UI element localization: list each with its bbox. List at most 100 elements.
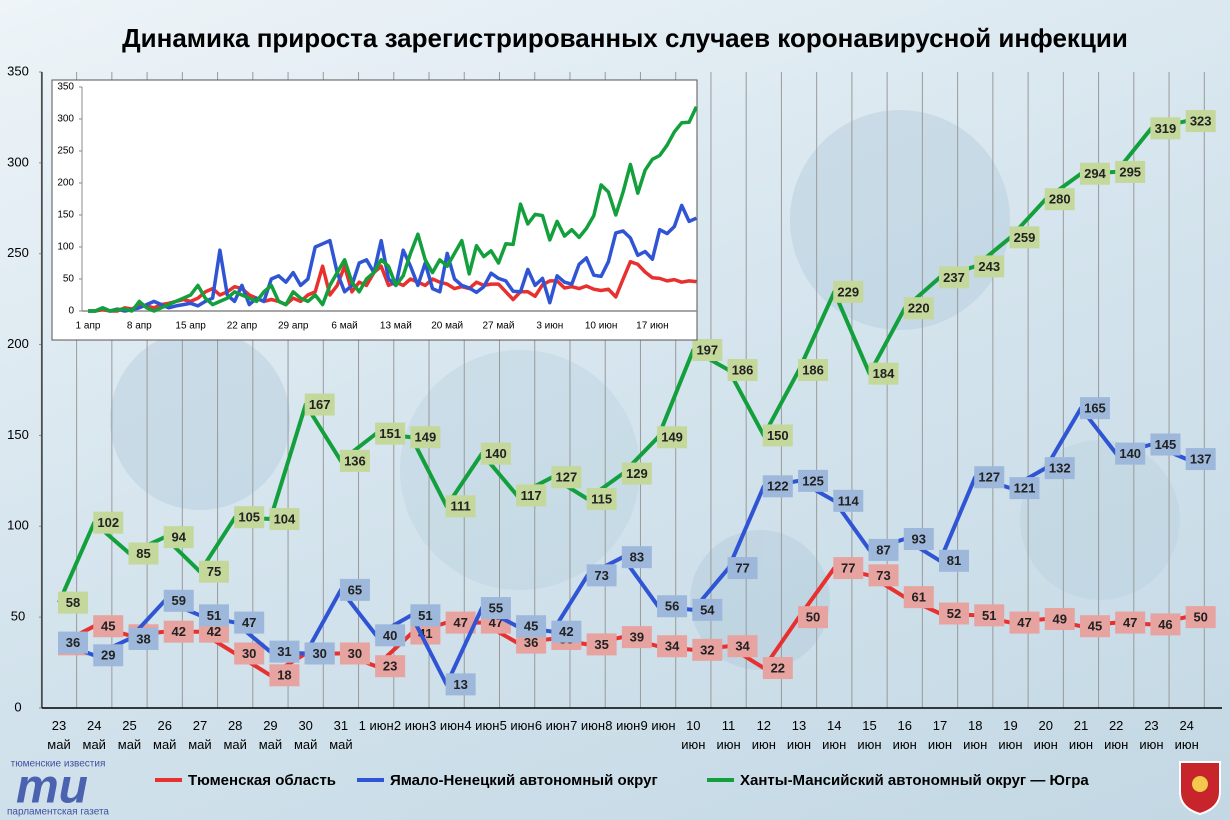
y-tick-label: 250 [7, 245, 29, 260]
data-label-box [375, 655, 406, 678]
data-label: 77 [841, 561, 855, 576]
x-tick-label: 24 май [82, 718, 106, 752]
y-tick-label: 300 [57, 114, 74, 125]
x-tick-label: 13 июн [786, 718, 812, 752]
data-label: 47 [453, 615, 467, 630]
data-label-box [657, 426, 688, 449]
data-label: 149 [415, 430, 437, 445]
inset-frame [51, 79, 698, 341]
x-tick-label: 30 май [293, 718, 318, 752]
x-tick-label: 25 май [117, 718, 142, 752]
data-label: 30 [312, 646, 326, 661]
x-tick-label: 23 май [47, 718, 71, 752]
y-tick-label: 0 [14, 699, 21, 714]
data-label: 136 [344, 453, 366, 468]
data-label: 45 [101, 619, 115, 634]
data-label: 42 [559, 624, 573, 639]
data-label: 45 [524, 619, 538, 634]
data-label: 137 [1190, 451, 1212, 466]
data-label-box [234, 506, 265, 529]
data-label-box [339, 642, 370, 665]
data-label-box [198, 560, 229, 583]
data-label-box [868, 564, 899, 587]
y-tick-label: 150 [7, 427, 29, 442]
data-label: 46 [1158, 617, 1172, 632]
data-label: 47 [1017, 615, 1031, 630]
y-tick-label: 200 [57, 178, 74, 189]
data-label: 49 [1052, 611, 1066, 626]
data-label: 51 [982, 608, 996, 623]
data-label-box [657, 595, 688, 618]
data-label-box [58, 591, 88, 614]
data-label: 39 [630, 630, 644, 645]
data-label-box [269, 640, 300, 663]
x-tick-label: 21 июн [1068, 718, 1094, 752]
data-label: 42 [207, 624, 221, 639]
data-label-box [727, 359, 758, 382]
data-label: 29 [101, 648, 115, 663]
data-label: 30 [348, 646, 362, 661]
data-label: 104 [274, 511, 296, 526]
data-label: 140 [1119, 446, 1141, 461]
data-label-box [868, 362, 899, 385]
data-label-box [375, 422, 406, 445]
data-label-box [586, 564, 617, 587]
data-label-box [304, 393, 335, 416]
data-label: 115 [591, 491, 612, 506]
data-label: 280 [1049, 192, 1071, 207]
x-tick-label: 7 июн [570, 718, 606, 733]
data-label: 125 [802, 473, 824, 488]
data-label-box [93, 615, 124, 638]
y-tick-label: 100 [7, 518, 29, 533]
data-label: 22 [771, 660, 785, 675]
data-label-box [1044, 188, 1075, 211]
data-label: 165 [1084, 401, 1106, 416]
x-tick-label: 1 июн [358, 718, 394, 733]
data-label-box [939, 549, 969, 572]
data-label: 32 [700, 642, 714, 657]
data-label-box [762, 424, 793, 447]
data-label-box [269, 664, 300, 687]
data-label-box [903, 528, 934, 551]
data-label: 140 [485, 446, 507, 461]
data-label: 54 [700, 602, 715, 617]
x-tick-label: 11 июн [716, 718, 741, 752]
data-label-box [974, 466, 1005, 489]
data-label-box [939, 602, 969, 625]
x-tick-label: 23 июн [1139, 718, 1164, 752]
data-label: 149 [661, 430, 683, 445]
data-label: 295 [1119, 164, 1141, 179]
data-label: 94 [171, 530, 186, 545]
data-label: 117 [521, 488, 542, 503]
x-tick-label: 5 июн [499, 718, 535, 733]
x-tick-label: 14 июн [822, 718, 847, 752]
data-label-box [58, 631, 88, 654]
data-label: 129 [626, 466, 648, 481]
data-label-box [234, 611, 265, 634]
data-label-box [163, 589, 194, 612]
data-label: 114 [838, 493, 860, 508]
data-label-box [692, 598, 723, 621]
x-tick-label: 17 июн [636, 321, 669, 332]
data-label: 127 [978, 470, 1000, 485]
data-label: 36 [66, 635, 80, 650]
x-tick-label: 6 май [331, 321, 357, 332]
data-label-box [692, 339, 723, 362]
data-label-box [903, 297, 934, 320]
publisher-mark: ти [16, 761, 88, 814]
x-tick-label: 1 апр [76, 321, 101, 332]
data-label: 50 [806, 610, 820, 625]
data-label: 83 [630, 550, 644, 565]
y-tick-label: 50 [63, 274, 75, 285]
data-label-box [1185, 110, 1216, 133]
data-label: 18 [277, 668, 291, 683]
data-label-box [798, 606, 829, 629]
data-label: 294 [1084, 166, 1106, 181]
legend-label: Тюменская область [188, 772, 336, 789]
x-tick-label: 20 май [431, 321, 463, 332]
data-label-box [1115, 442, 1146, 465]
x-tick-label: 9 июн [640, 718, 676, 733]
data-label-box [1009, 611, 1040, 634]
data-label: 77 [735, 561, 749, 576]
data-label-box [974, 604, 1005, 627]
